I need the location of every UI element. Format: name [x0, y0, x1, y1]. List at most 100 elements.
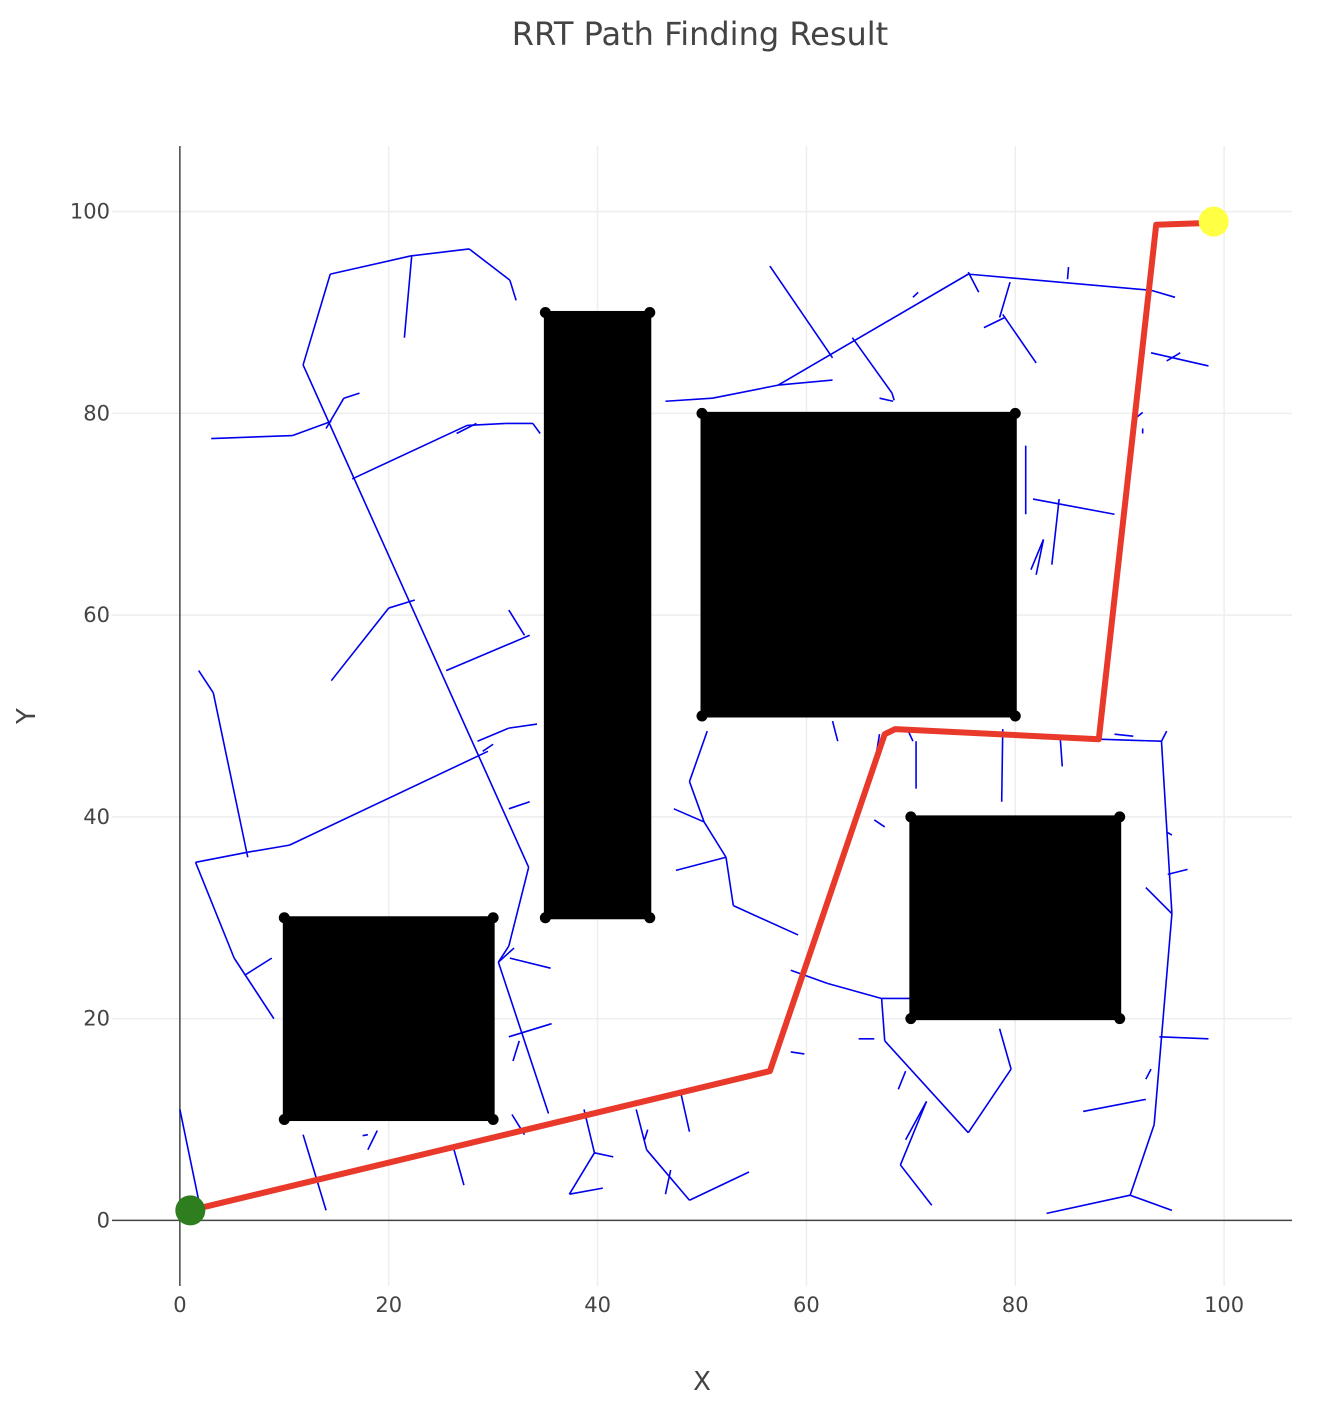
obstacle-vertex: [1114, 1013, 1126, 1025]
obstacle-vertex: [644, 306, 656, 318]
tree-edge: [680, 1094, 691, 1132]
obstacle-rect: [282, 916, 495, 1122]
x-tick-label: 40: [584, 1293, 611, 1317]
start-marker: [175, 1195, 206, 1226]
tree-edge: [998, 1028, 1012, 1070]
tree-edge: [367, 1130, 378, 1151]
y-tick-label: 0: [97, 1208, 110, 1232]
tree-edge: [1166, 831, 1173, 836]
tree-edge: [212, 692, 249, 858]
tree-edge: [1160, 741, 1173, 914]
tree-edge: [330, 607, 390, 682]
obstacle-vertex: [696, 407, 708, 419]
goal-marker: [1198, 206, 1229, 237]
tree-edge: [1082, 1098, 1146, 1113]
x-tick-label: 0: [173, 1293, 186, 1317]
tree-edge: [665, 397, 713, 403]
obstacle-vertex: [487, 1114, 499, 1126]
chart-title: RRT Path Finding Result: [512, 15, 888, 53]
tree-edge: [967, 271, 980, 293]
tree-edge: [675, 856, 727, 872]
tree-edge: [289, 750, 489, 846]
tree-edge: [1098, 738, 1162, 743]
tree-edge: [497, 961, 550, 1114]
tree-edge: [712, 384, 779, 399]
tree-edge: [292, 420, 332, 437]
tree-edge: [594, 1152, 614, 1158]
tree-edge: [1051, 499, 1060, 565]
tree-edge: [831, 720, 839, 742]
tree-edge: [1145, 886, 1173, 915]
tree-edge: [482, 743, 494, 752]
tree-edge: [233, 957, 275, 1020]
tree-edge: [899, 1164, 933, 1206]
tree-edge: [211, 434, 293, 440]
tree-edge: [508, 609, 526, 636]
endpoints: [175, 206, 1229, 1226]
y-tick-label: 80: [83, 401, 110, 425]
tree-edge: [497, 947, 515, 963]
zero-lines: [112, 146, 1292, 1286]
tree-edge: [1150, 289, 1176, 299]
tree-edge: [302, 273, 332, 366]
tree-edge: [410, 248, 470, 257]
tree-edge: [899, 1101, 928, 1166]
tree-edge: [508, 867, 530, 947]
tree-edge: [179, 1109, 202, 1211]
y-tick-label: 40: [83, 805, 110, 829]
tree-edge: [689, 1171, 750, 1201]
tree-edge: [351, 424, 468, 480]
tree-edge: [1150, 352, 1209, 367]
obstacle-rect: [543, 310, 652, 920]
tree-edge: [873, 819, 886, 828]
tree-edge: [244, 957, 273, 976]
tree-edge: [912, 291, 919, 298]
tree-edge: [1167, 868, 1188, 876]
obstacle-vertex: [1114, 811, 1126, 823]
tree-edge: [568, 1152, 596, 1195]
obstacle-vertex: [644, 912, 656, 924]
tree-edge: [1145, 1068, 1152, 1080]
tree-edge: [998, 281, 1011, 318]
tree-edge: [827, 982, 882, 1000]
tree-edge: [1153, 913, 1173, 1125]
tree-edge: [330, 255, 411, 275]
obstacle-rect: [700, 411, 1017, 718]
y-tick-labels: 0 20 40 60 80 100: [70, 200, 110, 1233]
tree-edge: [1000, 729, 1004, 802]
rrt-tree: [179, 248, 1209, 1215]
y-axis-title: Y: [12, 708, 42, 725]
obstacle-rect: [909, 815, 1122, 1021]
tree-edge: [769, 265, 834, 359]
tree-edge: [1002, 314, 1037, 364]
obstacle-vertex: [1009, 710, 1021, 722]
tree-edge: [891, 392, 895, 401]
tree-edge: [362, 1133, 368, 1137]
obstacle-vertex: [1009, 407, 1021, 419]
tree-edge: [790, 1051, 805, 1055]
tree-edge: [569, 1187, 603, 1195]
tree-edge: [635, 1109, 648, 1151]
tree-edge: [508, 1022, 552, 1038]
tree-edge: [790, 969, 828, 985]
found-path: [189, 219, 1214, 1214]
tree-edge: [880, 998, 886, 1041]
tree-edge: [725, 857, 735, 906]
tree-edge: [703, 821, 727, 858]
obstacle-vertex: [539, 912, 551, 924]
x-tick-label: 100: [1204, 1293, 1244, 1317]
tree-edge: [508, 800, 530, 810]
tree-edge: [968, 273, 1152, 292]
obstacle-vertex: [278, 912, 290, 924]
obstacle-vertex: [905, 811, 917, 823]
x-tick-labels: 0 20 40 60 80 100: [173, 1293, 1244, 1317]
tree-edge: [343, 392, 360, 399]
y-tick-label: 100: [70, 200, 110, 224]
y-tick-label: 60: [83, 603, 110, 627]
tree-edge: [509, 957, 551, 969]
obstacle-vertex: [487, 912, 499, 924]
obstacles: [278, 306, 1126, 1126]
tree-edge: [247, 844, 290, 853]
obstacle-vertex: [696, 710, 708, 722]
tree-edge: [403, 255, 413, 338]
